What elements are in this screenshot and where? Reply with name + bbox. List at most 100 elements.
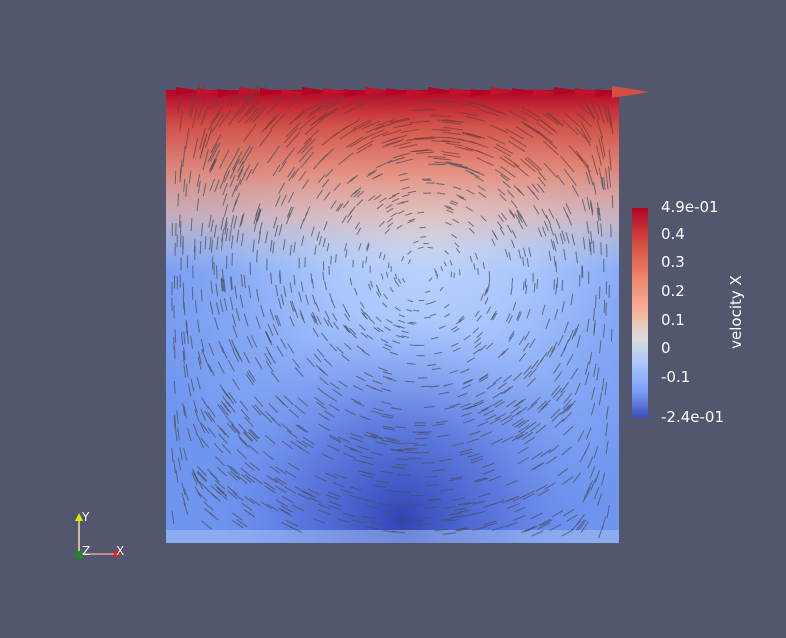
velocity-glyph — [372, 484, 386, 489]
velocity-glyph — [522, 342, 530, 352]
velocity-glyph — [392, 466, 406, 469]
velocity-glyph — [590, 100, 600, 121]
velocity-glyph — [290, 440, 302, 449]
velocity-glyph — [300, 313, 306, 324]
velocity-glyph — [255, 203, 261, 216]
velocity-glyph — [522, 281, 525, 291]
velocity-glyph — [607, 106, 612, 128]
velocity-glyph — [444, 250, 449, 255]
velocity-glyph — [462, 501, 476, 506]
velocity-glyph — [265, 99, 282, 115]
velocity-glyph — [225, 228, 229, 242]
velocity-glyph — [303, 129, 320, 145]
velocity-glyph — [464, 146, 483, 154]
velocity-glyph — [574, 382, 581, 396]
velocity-glyph — [196, 477, 204, 490]
velocity-glyph — [223, 217, 228, 230]
velocity-glyph — [554, 233, 559, 245]
velocity-glyph — [419, 226, 426, 229]
velocity-glyph — [398, 314, 406, 318]
velocity-glyph — [491, 238, 496, 246]
velocity-glyph — [349, 206, 356, 214]
velocity-glyph — [361, 515, 375, 520]
velocity-glyph — [267, 145, 280, 164]
velocity-glyph — [197, 180, 201, 194]
velocity-glyph — [276, 314, 282, 327]
velocity-glyph — [312, 294, 316, 305]
velocity-glyph — [549, 524, 562, 532]
velocity-glyph — [221, 346, 228, 359]
velocity-glyph — [191, 472, 198, 485]
velocity-glyph — [513, 515, 526, 521]
velocity-glyph — [400, 518, 414, 520]
velocity-glyph — [500, 414, 512, 423]
velocity-glyph — [515, 126, 534, 139]
velocity-glyph — [257, 231, 261, 244]
velocity-glyph — [328, 403, 340, 412]
velocity-glyph — [516, 209, 523, 218]
velocity-glyph — [467, 132, 486, 140]
velocity-glyph — [199, 240, 202, 255]
scalar-bar[interactable] — [632, 208, 648, 418]
velocity-glyph — [316, 315, 322, 325]
velocity-glyph — [196, 174, 200, 187]
velocity-glyph — [185, 321, 189, 335]
velocity-glyph — [199, 481, 209, 492]
velocity-glyph — [390, 407, 402, 411]
velocity-glyph — [531, 530, 544, 537]
velocity-glyph — [349, 448, 362, 454]
velocity-glyph — [226, 485, 238, 495]
velocity-glyph — [311, 278, 315, 289]
velocity-glyph — [535, 424, 547, 434]
velocity-glyph — [525, 284, 528, 295]
velocity-glyph — [293, 307, 299, 319]
velocity-glyph — [350, 331, 358, 339]
velocity-glyph — [238, 423, 248, 434]
velocity-glyph — [457, 392, 468, 398]
velocity-glyph — [562, 476, 574, 485]
velocity-glyph — [527, 401, 538, 411]
velocity-glyph — [442, 506, 456, 509]
velocity-glyph — [341, 215, 347, 224]
velocity-glyph — [277, 297, 282, 310]
velocity-glyph — [221, 443, 232, 454]
velocity-glyph — [237, 435, 248, 446]
velocity-glyph — [369, 451, 383, 456]
velocity-glyph — [221, 277, 224, 291]
velocity-glyph — [428, 277, 433, 282]
velocity-glyph — [407, 250, 412, 255]
velocity-glyph — [280, 423, 292, 433]
velocity-glyph — [458, 315, 465, 322]
lid-arrow — [197, 88, 223, 96]
velocity-glyph — [261, 501, 273, 510]
velocity-glyph — [537, 522, 551, 530]
velocity-glyph — [230, 235, 234, 249]
velocity-glyph — [300, 151, 315, 168]
velocity-glyph — [207, 468, 218, 479]
velocity-glyph — [430, 300, 437, 304]
velocity-glyph — [411, 108, 432, 112]
velocity-glyph — [287, 343, 295, 354]
velocity-glyph — [317, 387, 328, 396]
velocity-glyph — [173, 346, 176, 360]
velocity-glyph — [275, 395, 285, 406]
velocity-glyph — [231, 313, 237, 327]
x-axis-label: X — [116, 544, 125, 558]
velocity-glyph — [297, 493, 310, 500]
velocity-glyph — [332, 388, 343, 397]
velocity-glyph — [593, 486, 600, 500]
velocity-glyph — [387, 439, 401, 442]
velocity-glyph — [243, 313, 249, 327]
velocity-glyph — [344, 313, 350, 322]
velocity-glyph — [511, 239, 515, 249]
velocity-glyph — [594, 469, 600, 483]
velocity-glyph — [407, 190, 416, 194]
velocity-glyph — [306, 104, 325, 119]
velocity-glyph — [322, 237, 326, 248]
velocity-glyph — [201, 397, 209, 409]
velocity-glyph — [474, 176, 484, 182]
velocity-glyph — [245, 85, 261, 102]
velocity-glyph — [446, 209, 454, 214]
velocity-glyph — [487, 106, 507, 116]
